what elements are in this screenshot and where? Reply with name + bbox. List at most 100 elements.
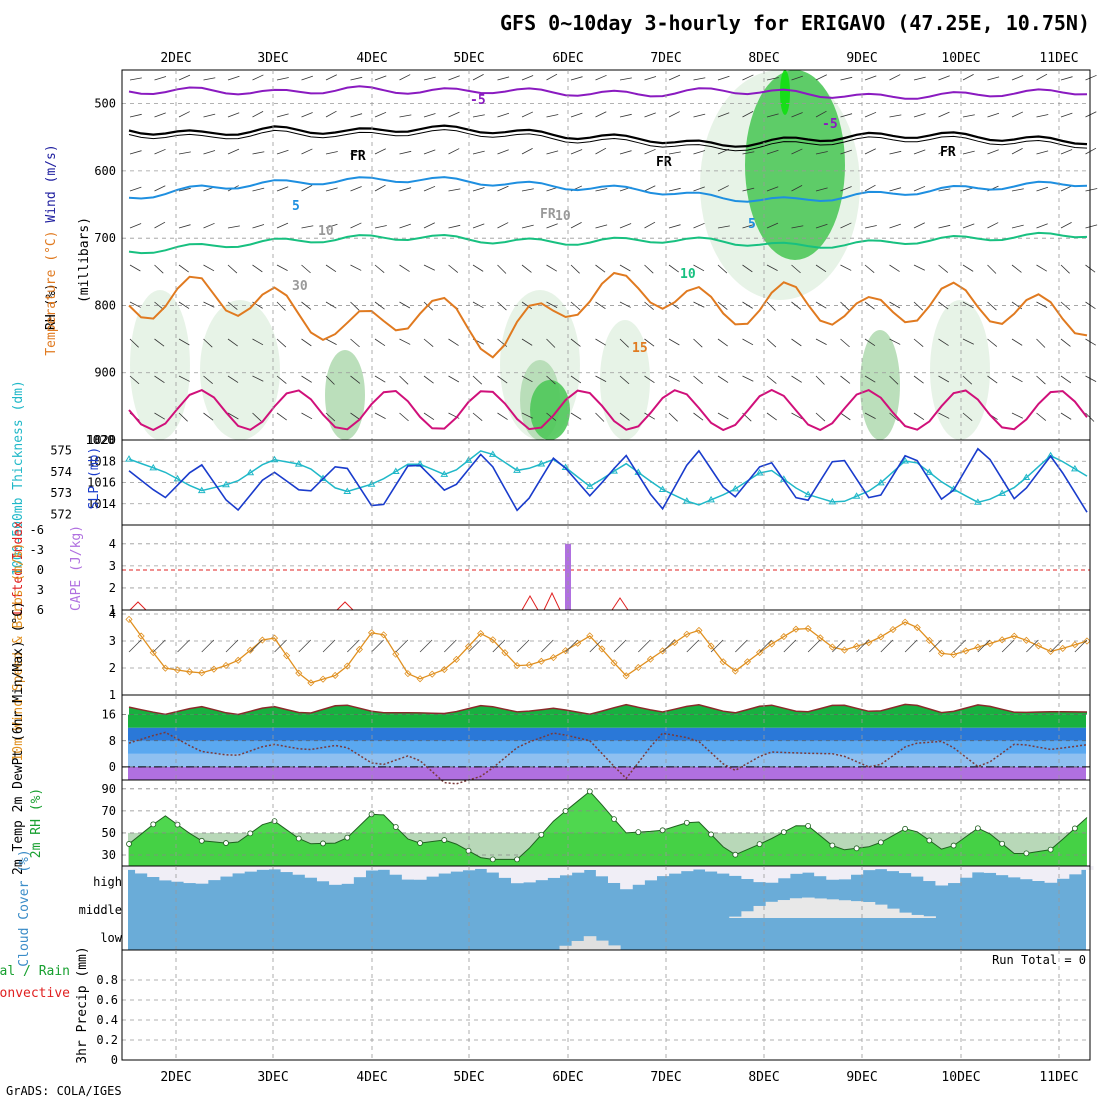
wind-barb: [497, 375, 508, 384]
cloud-gap-high: [862, 866, 876, 871]
wind-barb: [448, 338, 459, 346]
wind-barb: [570, 222, 582, 229]
wind-barb: [227, 264, 238, 274]
wind-speed-point: [307, 679, 315, 687]
rh-point: [635, 829, 642, 836]
rh-point: [562, 808, 569, 814]
wind-barb: [154, 264, 164, 274]
wind-barb: [913, 113, 926, 118]
wind-speed-point: [186, 668, 194, 676]
wind-barb: [1085, 224, 1098, 229]
wind-barb: [350, 412, 361, 421]
wind-barb: [840, 186, 852, 192]
wind-tick: 1: [109, 688, 116, 702]
cloud-gap-high: [304, 866, 318, 878]
wind-barb: [619, 77, 632, 81]
wind-barb: [717, 264, 728, 274]
wind10m-panel: 4 3 2 1: [109, 607, 1091, 702]
wind-barb: [913, 375, 924, 384]
thickness-point: [125, 455, 133, 462]
wind-barb: [987, 301, 997, 311]
date-label-bottom: 2DEC: [160, 1070, 191, 1085]
date-label-top: 10DEC: [941, 51, 980, 66]
wind-speed-point: [792, 625, 800, 633]
date-label-bottom: 8DEC: [748, 1070, 779, 1085]
wind-tick: 4: [109, 607, 116, 621]
wind-barb: [791, 148, 803, 155]
cloud-level-high: high: [93, 875, 122, 889]
rh-point: [732, 851, 739, 858]
cape-tick: 1: [109, 603, 116, 617]
cloud-gap-high: [620, 866, 633, 890]
wind-barb: [178, 412, 188, 422]
wind-barb: [1060, 149, 1073, 155]
wind-barb: [644, 301, 654, 311]
wind-barb: [301, 338, 312, 347]
run-total: Run Total = 0: [992, 953, 1086, 967]
wind-barb: [546, 264, 557, 272]
wind-barb: [227, 412, 239, 420]
cloud-gap-high: [802, 866, 815, 873]
rh-point: [683, 819, 690, 826]
wind-barb: [276, 338, 287, 348]
cloud-gap-high: [1032, 866, 1046, 881]
wind-barb: [227, 301, 238, 310]
wind-barb: [668, 74, 681, 81]
date-axes: 2DEC 2DEC 3DEC 3DEC 4DEC 4DEC 5DEC 5DEC 6DEC 6DEC…: [160, 51, 1078, 1085]
cloud-gap-high: [1044, 866, 1058, 883]
li-tick: -6: [30, 523, 44, 537]
wind-barb: [832, 639, 845, 653]
wind-barb: [521, 338, 533, 346]
wind-speed-point: [683, 630, 691, 638]
thickness-point: [804, 490, 812, 498]
wind-barb: [570, 76, 583, 81]
slp-top-tick: 1020: [86, 433, 115, 447]
wind-speed-point: [234, 656, 242, 664]
wind-barb: [742, 264, 753, 273]
wind-barb: [1036, 338, 1046, 348]
wind-barb: [962, 375, 973, 385]
wind-barb: [644, 185, 656, 192]
wind-barb: [766, 222, 779, 229]
thickness-point: [513, 466, 521, 473]
wind-barb: [301, 148, 313, 155]
cloud-gap-high: [353, 866, 366, 878]
cloud-gap-high: [1020, 866, 1033, 880]
cloud-gap-high: [571, 866, 585, 873]
wind-barb: [1060, 222, 1072, 229]
thickness-point: [488, 450, 497, 457]
wind-barb: [448, 224, 461, 229]
thickness-point: [925, 468, 934, 475]
wind-speed-point: [319, 675, 327, 683]
wind-barb: [1011, 338, 1023, 346]
thickness-point: [294, 460, 303, 467]
cape-label: CAPE (J/kg): [69, 525, 84, 611]
rh2m-label: 2m RH (%): [29, 788, 44, 858]
wind-barb: [129, 113, 142, 118]
wind-barb: [325, 74, 337, 81]
wind-barb: [987, 375, 998, 384]
wind-barb: [693, 113, 706, 118]
wind-barb: [546, 338, 556, 348]
cloud-cover-panel: [122, 866, 1094, 950]
wind-barb: [889, 187, 902, 192]
cloud-gap-middle: [862, 902, 876, 918]
wind-barb: [1036, 186, 1049, 192]
wind-barb: [840, 301, 850, 311]
cloud-gap-high: [996, 866, 1009, 876]
thickness-point: [173, 474, 182, 482]
pressure-tick: 800: [94, 298, 116, 312]
wind-speed-point: [343, 662, 351, 670]
wind-barb: [521, 224, 534, 229]
wind-barb: [444, 639, 457, 653]
cloud-gap-high: [899, 866, 912, 874]
wind-barb: [472, 114, 485, 118]
wind-speed-point: [731, 667, 739, 675]
wind-barb: [227, 112, 240, 118]
temperature-contour: [128, 129, 1088, 152]
wind-speed-point: [440, 665, 448, 674]
wind-barb: [570, 301, 581, 311]
date-label-bottom: 3DEC: [257, 1070, 288, 1085]
wind-barb: [840, 76, 853, 81]
wind-speed-point: [404, 670, 412, 678]
